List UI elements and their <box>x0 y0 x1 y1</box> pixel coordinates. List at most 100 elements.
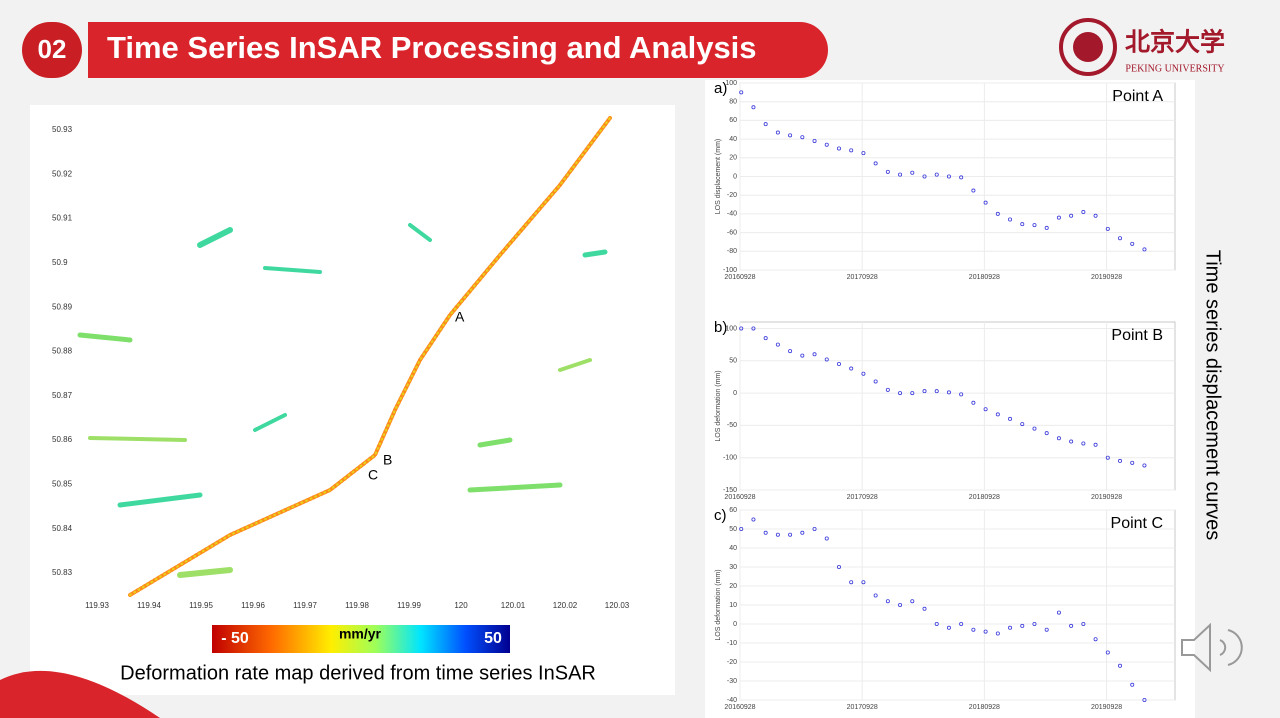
x-tick-label: 20170928 <box>847 274 878 281</box>
side-label: Time series displacement curves <box>1202 250 1224 540</box>
map-y-tick-label: 50.91 <box>52 214 73 223</box>
y-tick-label: 20 <box>729 583 737 590</box>
map-x-tick-label: 120.03 <box>605 601 630 610</box>
y-tick-label: 50 <box>729 526 737 533</box>
map-x-tick-label: 119.99 <box>397 601 421 610</box>
data-point <box>873 379 878 384</box>
data-point <box>1105 455 1110 460</box>
x-tick-label: 20190928 <box>1091 274 1122 281</box>
data-point <box>1081 622 1086 627</box>
chart-title: Point A <box>1112 88 1163 105</box>
map-y-tick-label: 50.9 <box>52 258 68 267</box>
map-x-tick-label: 119.96 <box>241 601 265 610</box>
data-point <box>922 606 927 611</box>
data-point <box>739 326 744 331</box>
x-tick-label: 20160928 <box>724 274 755 281</box>
data-point <box>849 366 854 371</box>
map-y-tick-label: 50.84 <box>52 524 73 533</box>
map-features <box>77 116 612 597</box>
data-point <box>971 188 976 193</box>
map-panel <box>30 105 675 695</box>
y-tick-label: -150 <box>723 487 737 494</box>
data-point <box>775 532 780 537</box>
y-tick-label: -100 <box>723 455 737 462</box>
data-point <box>1056 610 1061 615</box>
data-point <box>763 122 768 127</box>
data-point <box>800 135 805 140</box>
data-point <box>885 387 890 392</box>
data-point <box>836 146 841 151</box>
map-y-tick-label: 50.89 <box>52 302 73 311</box>
data-point <box>1032 426 1037 431</box>
data-point <box>995 211 1000 216</box>
data-point <box>1032 622 1037 627</box>
data-point <box>898 172 903 177</box>
data-point <box>1142 463 1147 468</box>
map-axes: 119.93 119.94 119.95 119.96 119.97 119.98 119.… <box>52 125 630 610</box>
data-point <box>959 392 964 397</box>
data-point <box>1008 217 1013 222</box>
data-point <box>751 326 756 331</box>
data-point <box>1056 215 1061 220</box>
data-point <box>751 105 756 110</box>
map-y-tick-label: 50.92 <box>52 169 73 178</box>
chart-title: Point C <box>1111 515 1163 532</box>
map-y-tick-label: 50.85 <box>52 480 73 489</box>
x-tick-label: 20180928 <box>969 704 1000 711</box>
title-bar <box>88 22 828 78</box>
data-point <box>824 357 829 362</box>
map-caption: Deformation rate map derived from time s… <box>120 662 596 684</box>
data-point <box>1130 460 1135 465</box>
data-point <box>885 169 890 174</box>
data-point <box>910 170 915 175</box>
data-point <box>898 603 903 608</box>
data-point <box>775 130 780 135</box>
map-x-tick-label: 119.93 <box>85 601 109 610</box>
y-tick-label: 40 <box>729 136 737 143</box>
y-tick-label: 40 <box>729 545 737 552</box>
y-tick-label: -50 <box>727 422 737 429</box>
data-point <box>1118 236 1123 241</box>
section-number: 02 <box>38 34 67 64</box>
x-tick-label: 20190928 <box>1091 494 1122 501</box>
y-tick-label: -20 <box>727 192 737 199</box>
corner-decoration <box>0 670 160 718</box>
map-y-tick-label: 50.83 <box>52 568 73 577</box>
point-label: C <box>368 467 378 483</box>
map-y-tick-label: 50.87 <box>52 391 73 400</box>
data-point <box>1008 416 1013 421</box>
data-point <box>959 175 964 180</box>
y-tick-label: -80 <box>727 248 737 255</box>
data-point <box>812 527 817 532</box>
data-point <box>983 200 988 205</box>
data-point <box>946 625 951 630</box>
y-tick-label: -60 <box>727 229 737 236</box>
y-tick-label: -20 <box>727 659 737 666</box>
data-point <box>812 138 817 143</box>
data-point <box>1020 623 1025 628</box>
data-point <box>1044 225 1049 230</box>
data-point <box>1081 441 1086 446</box>
data-point <box>739 90 744 95</box>
y-tick-label: 0 <box>733 621 737 628</box>
x-tick-label: 20170928 <box>847 704 878 711</box>
data-point <box>861 580 866 585</box>
y-tick-label: 60 <box>729 507 737 514</box>
data-point <box>1105 226 1110 231</box>
map-y-tick-label: 50.86 <box>52 435 73 444</box>
data-point <box>1069 213 1074 218</box>
data-point <box>824 142 829 147</box>
data-point <box>836 361 841 366</box>
data-point <box>1142 698 1147 703</box>
panel-label: c) <box>714 507 727 524</box>
data-point <box>788 349 793 354</box>
data-point <box>1069 623 1074 628</box>
data-point <box>800 353 805 358</box>
y-tick-label: -40 <box>727 697 737 704</box>
map-x-tick-label: 119.94 <box>137 601 161 610</box>
data-point <box>1044 431 1049 436</box>
data-point <box>934 389 939 394</box>
data-point <box>995 412 1000 417</box>
colorbar <box>212 625 510 653</box>
